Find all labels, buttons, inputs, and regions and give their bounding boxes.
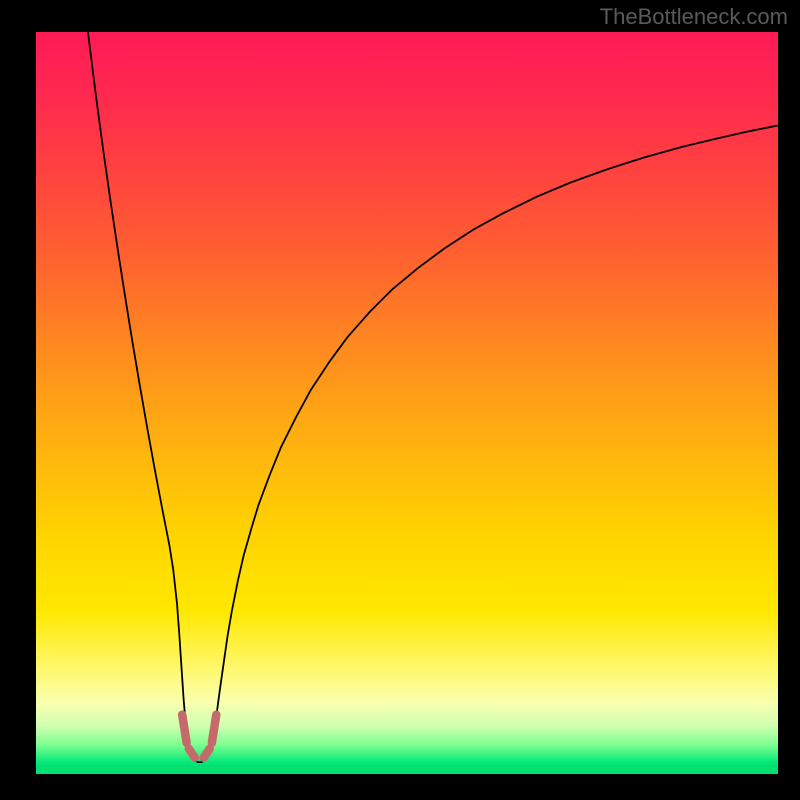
valley-marker-1 <box>189 749 195 758</box>
curve-overlay <box>36 32 778 774</box>
valley-marker-0 <box>182 715 186 743</box>
watermark-text: TheBottleneck.com <box>600 4 788 30</box>
curve-main-v-curve <box>88 32 778 762</box>
plot-area <box>36 32 778 774</box>
valley-marker-2 <box>204 749 210 758</box>
chart-container: TheBottleneck.com <box>0 0 800 800</box>
valley-marker-3 <box>212 715 216 743</box>
